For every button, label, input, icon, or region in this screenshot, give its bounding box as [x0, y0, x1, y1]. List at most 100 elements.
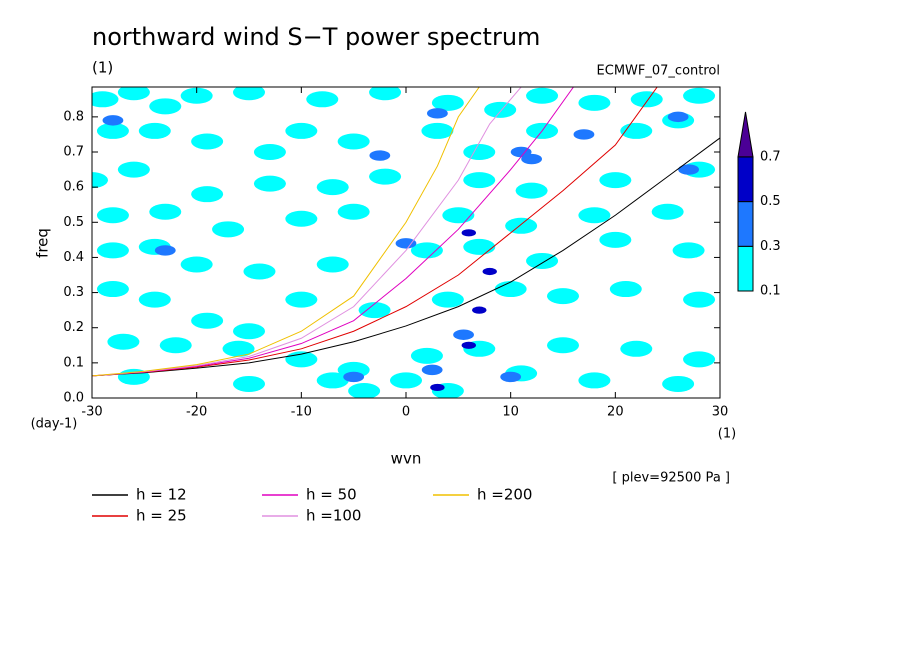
x-unit: (1): [718, 427, 736, 442]
contour-patch: [343, 371, 365, 383]
contour-patch: [369, 150, 391, 161]
legend-label: h = 50: [306, 486, 357, 504]
dispersion-curve: [92, 137, 720, 377]
legend-label: h =200: [477, 486, 532, 504]
legend-label: h = 12: [136, 486, 187, 504]
y-axis-label: freq: [34, 228, 52, 258]
contour-patch: [222, 340, 255, 357]
contour-patch: [662, 375, 695, 392]
contour-patch: [421, 122, 454, 139]
contour-patch: [107, 333, 140, 350]
y-tick-label: 0.0: [63, 391, 84, 406]
contour-patch: [484, 101, 517, 118]
contour-patch: [92, 91, 119, 108]
contour-patch: [348, 382, 381, 398]
contour-patch: [453, 329, 474, 340]
contour-patch: [117, 87, 150, 101]
contour-patch: [154, 245, 176, 256]
contour-patch: [494, 281, 527, 298]
contour-patch: [316, 372, 349, 389]
contour-patch: [515, 182, 548, 199]
contour-patch: [410, 242, 443, 259]
contour-patch: [667, 111, 689, 123]
contour-patch: [253, 144, 286, 161]
contour-patch: [672, 242, 705, 259]
colorbar-label: 0.3: [760, 239, 781, 254]
contour-patch: [526, 87, 559, 104]
y-unit: (day-1): [31, 417, 78, 432]
contour-patch: [253, 175, 286, 192]
contour-field: [92, 87, 716, 398]
contour-patch: [180, 87, 213, 104]
contour-patch: [96, 281, 129, 298]
contour-patch: [431, 291, 464, 308]
contour-patch: [96, 207, 129, 224]
contour-patch: [620, 340, 653, 357]
dispersion-curve: [92, 87, 658, 377]
x-tick-label: 10: [502, 405, 519, 420]
contour-patch: [337, 133, 370, 150]
chart-title: northward wind S−T power spectrum: [92, 23, 540, 51]
colorbar-box: [737, 156, 754, 203]
contour-patch: [395, 238, 417, 249]
y-tick-label: 0.8: [63, 109, 84, 124]
colorbar-label: 0.1: [760, 284, 781, 299]
y-tick-label: 0.2: [63, 320, 84, 335]
contour-patch: [96, 122, 129, 139]
contour-patch: [316, 256, 349, 273]
subtitle: (1): [92, 59, 113, 77]
contour-patch: [285, 210, 318, 227]
contour-patch: [191, 186, 224, 203]
dispersion-curve: [92, 87, 522, 377]
y-tick-label: 0.7: [63, 145, 84, 160]
x-tick-label: -10: [291, 405, 312, 420]
x-tick-label: 20: [607, 405, 624, 420]
contour-patch: [547, 337, 579, 354]
contour-patch: [578, 94, 611, 111]
legend-label: h =100: [306, 507, 361, 525]
contour-patch: [427, 108, 448, 119]
contour-patch: [191, 312, 224, 329]
contour-patch: [92, 172, 108, 189]
colorbar-triangle: [737, 111, 754, 158]
contour-patch: [578, 372, 611, 389]
contour-patch: [337, 203, 370, 220]
contour-patch: [683, 87, 716, 104]
contour-patch: [233, 375, 265, 392]
contour-patch: [191, 133, 224, 150]
y-tick-label: 0.1: [63, 355, 84, 370]
contour-patch: [599, 231, 632, 248]
contour-patch: [521, 153, 542, 165]
contour-patch: [316, 179, 349, 196]
contour-patch: [180, 256, 213, 273]
contour-patch: [609, 281, 642, 298]
contour-patch: [421, 364, 443, 376]
contour-patch: [578, 207, 611, 224]
contour-patch: [547, 288, 579, 305]
contour-patch: [472, 306, 487, 314]
contour-patch: [369, 87, 402, 101]
contour-patch: [233, 323, 265, 340]
contour-patch: [390, 372, 422, 389]
contour-patch: [482, 267, 497, 276]
contour-patch: [463, 172, 496, 189]
contour-patch: [526, 252, 559, 269]
y-tick-label: 0.4: [63, 250, 84, 265]
contour-patch: [431, 94, 464, 111]
colorbar-box: [737, 201, 754, 247]
contour-patch: [500, 371, 522, 383]
contour-patch: [117, 161, 150, 178]
x-tick-label: 30: [712, 405, 729, 420]
contour-patch: [149, 98, 182, 115]
contour-patch: [410, 347, 443, 364]
x-tick-label: -30: [81, 405, 102, 420]
contour-patch: [149, 203, 182, 220]
contour-patch: [630, 91, 663, 108]
contour-patch: [138, 291, 171, 308]
contour-patch: [678, 164, 699, 175]
colorbar-label: 0.7: [760, 149, 781, 164]
x-tick-label: 0: [402, 405, 410, 420]
contour-patch: [285, 122, 318, 139]
contour-patch: [505, 217, 538, 234]
dispersion-curve: [92, 87, 574, 377]
